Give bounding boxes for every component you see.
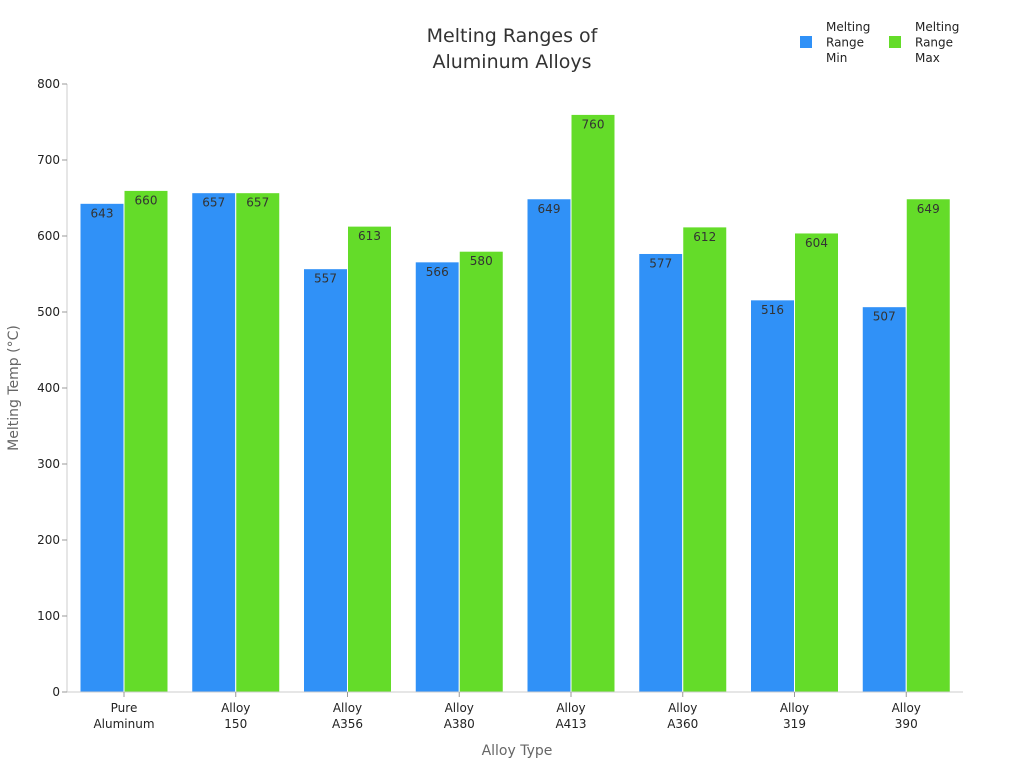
chart-title-line-1: Melting Ranges of [427,25,599,47]
chart-title-line-2: Aluminum Alloys [432,51,591,73]
y-tick-label: 500 [37,305,60,319]
bar-max [570,113,616,693]
bar-min [303,268,348,693]
bar-value-label: 557 [314,272,337,286]
x-axis: Pure Aluminum Alloy 150 Alloy A356 Alloy A380 Al… [67,691,963,731]
bar-min [414,261,460,693]
bar-value-label: 760 [582,117,605,131]
y-tick-label: 100 [37,609,60,623]
y-tick-label: 300 [37,457,60,471]
bar-value-label: 604 [805,236,828,250]
legend: Melting Range Min Melting Range Max [800,20,959,65]
bar-min [191,192,237,693]
bar-value-label: 660 [135,193,158,207]
bar-value-label: 612 [693,230,716,244]
bar-value-label: 580 [470,254,493,268]
x-tick-label: Alloy 150 [221,701,250,731]
bar-max [347,225,392,693]
bar-min [526,198,572,693]
bar-value-label: 649 [538,202,561,216]
y-tick-label: 600 [37,229,60,243]
x-tick-label: Alloy A380 [444,701,475,731]
bar-value-label: 507 [873,310,896,324]
y-tick-label: 200 [37,533,60,547]
bar-min [861,306,907,693]
y-axis-title: Melting Temp (°C) [6,325,22,451]
y-tick-label: 0 [52,685,60,699]
bar-value-label: 657 [246,196,269,210]
x-tick-label: Pure Aluminum [93,701,154,731]
y-tick-label: 700 [37,153,60,167]
legend-item-max: Melting Range Max [889,20,959,65]
bar-value-label: 643 [91,206,114,220]
bar-value-label: 566 [426,265,449,279]
bar-max [794,232,839,693]
x-tick-label: Alloy 390 [892,701,921,731]
y-tick-label: 400 [37,381,60,395]
bar-value-label: 649 [917,202,940,216]
legend-swatch [889,36,901,48]
x-tick-label: Alloy A356 [332,701,363,731]
bars: 643 660 657 657 557 613 566 580 649 760 577 612 516 6… [79,113,951,693]
bar-value-label: 657 [202,196,225,210]
bar-max [123,189,169,693]
legend-label: Melting Range Max [915,20,959,65]
bar-max [458,250,504,693]
x-tick-label: Alloy A360 [667,701,698,731]
x-tick-label: Alloy A413 [555,701,586,731]
bar-min [79,202,125,693]
x-tick-label: Alloy 319 [780,701,809,731]
y-axis: 0 100 200 300 400 500 600 700 800 [37,77,68,699]
legend-swatch [800,36,812,48]
bar-value-label: 613 [358,229,381,243]
bar-max [682,226,728,693]
y-tick-label: 800 [37,77,60,91]
x-axis-title: Alloy Type [482,743,553,759]
bar-max [905,198,951,693]
bar-value-label: 577 [649,256,672,270]
chart-title: Melting Ranges of Aluminum Alloys [427,25,599,73]
bar-min [750,299,795,693]
legend-label: Melting Range Min [826,20,870,65]
bar-max [235,192,281,693]
bar-min [638,252,684,693]
bar-value-label: 516 [761,303,784,317]
legend-item-min: Melting Range Min [800,20,870,65]
